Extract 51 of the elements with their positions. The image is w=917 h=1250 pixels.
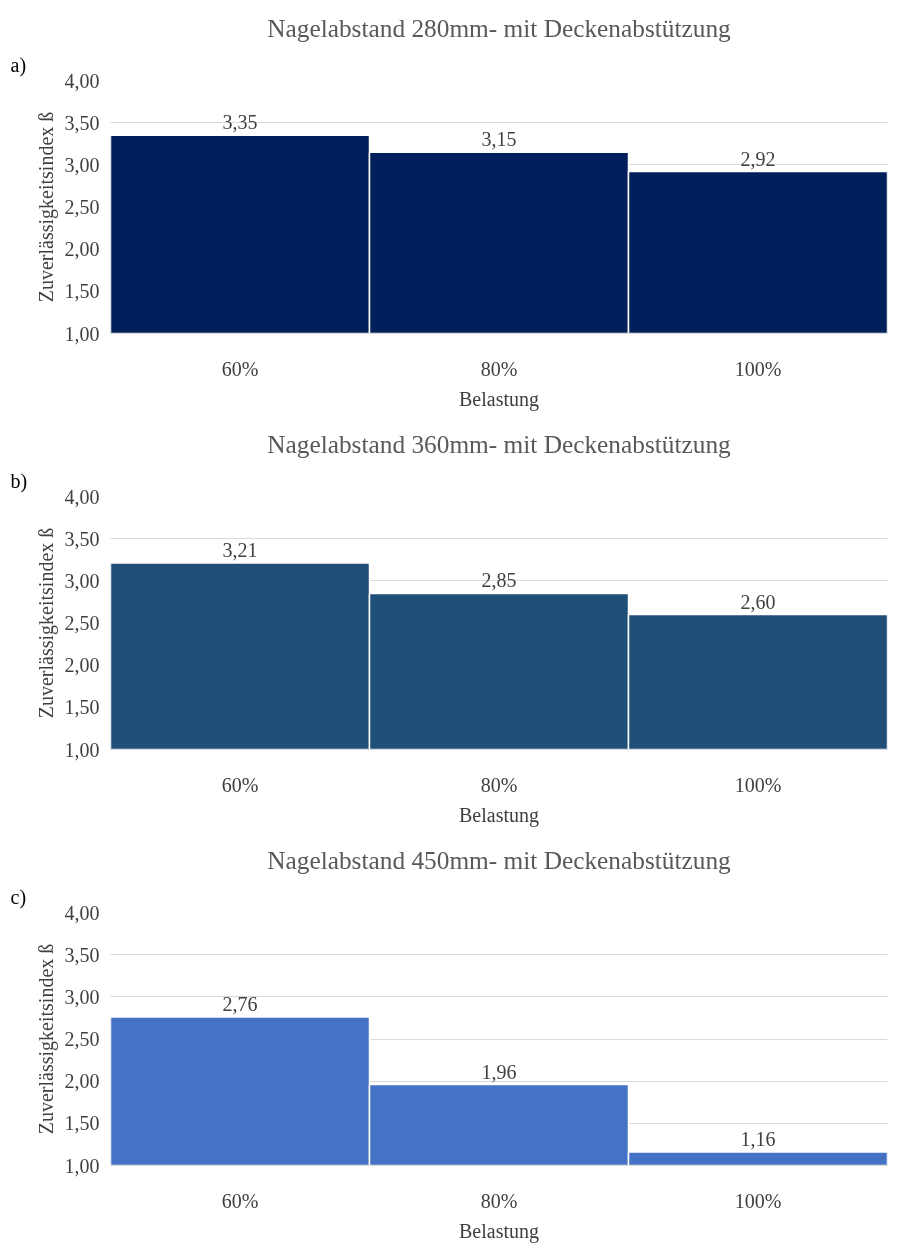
y-tick-label: 2,50	[64, 612, 100, 634]
y-tick-label: 1,50	[64, 1112, 100, 1135]
y-axis-title: Zuverlässigkeitsindex ß	[34, 527, 58, 719]
y-tick-label: 3,50	[64, 527, 100, 550]
y-tick-label: 3,50	[64, 943, 100, 966]
chart-title: Nagelabstand 360mm- mit Deckenabstützung	[267, 429, 732, 458]
x-tick-label: 100%	[734, 357, 782, 380]
data-label: 3,21	[222, 539, 258, 562]
x-tick-label: 100%	[734, 1189, 782, 1212]
data-label: 1,96	[481, 1060, 517, 1083]
x-tick-label: 80%	[480, 773, 518, 796]
text: a)	[10, 53, 27, 77]
x-tick-label: 80%	[480, 1189, 518, 1212]
chart-title: Nagelabstand 280mm- mit Deckenabstützung	[267, 13, 732, 42]
x-axis-title: Belastung	[459, 387, 539, 411]
y-tick-label: 4,00	[64, 69, 100, 92]
y-tick-label: 2,00	[64, 238, 100, 261]
data-label: 3,15	[481, 128, 517, 151]
x-tick-label: 80%	[480, 357, 518, 380]
y-axis-title: Zuverlässigkeitsindex ß	[34, 943, 58, 1135]
y-tick-label: 4,00	[64, 485, 100, 508]
y-tick-label: 2,00	[64, 1070, 100, 1093]
data-label: 2,60	[740, 590, 776, 613]
data-label: 2,92	[740, 147, 776, 170]
y-tick-label: 1,50	[64, 280, 100, 303]
x-tick-label: 60%	[221, 1189, 259, 1212]
y-tick-label: 1,00	[64, 1154, 100, 1177]
data-label: 3,35	[222, 111, 258, 134]
y-tick-label: 3,00	[64, 985, 100, 1008]
data-label: 1,16	[740, 1128, 776, 1151]
x-axis-title: Belastung	[459, 803, 539, 827]
y-tick-label: 2,00	[64, 654, 100, 677]
chart-title: Nagelabstand 450mm- mit Deckenabstützung	[267, 845, 732, 874]
x-tick-label: 60%	[221, 357, 259, 380]
x-tick-label: 100%	[734, 773, 782, 796]
y-tick-label: 1,50	[64, 696, 100, 719]
text: c)	[10, 885, 27, 909]
data-label: 2,76	[222, 993, 258, 1016]
text: b)	[10, 469, 28, 493]
y-tick-label: 2,50	[64, 1028, 100, 1050]
y-tick-label: 3,00	[64, 569, 100, 592]
x-tick-label: 60%	[221, 773, 259, 796]
y-tick-label: 1,00	[64, 738, 100, 761]
data-label: 2,85	[481, 569, 517, 592]
y-tick-label: 2,50	[64, 196, 100, 218]
y-tick-label: 3,50	[64, 111, 100, 134]
y-axis-title: Zuverlässigkeitsindex ß	[34, 111, 58, 303]
y-tick-label: 4,00	[64, 901, 100, 924]
x-axis-title: Belastung	[459, 1219, 539, 1243]
y-tick-label: 3,00	[64, 153, 100, 176]
y-tick-label: 1,00	[64, 322, 100, 345]
